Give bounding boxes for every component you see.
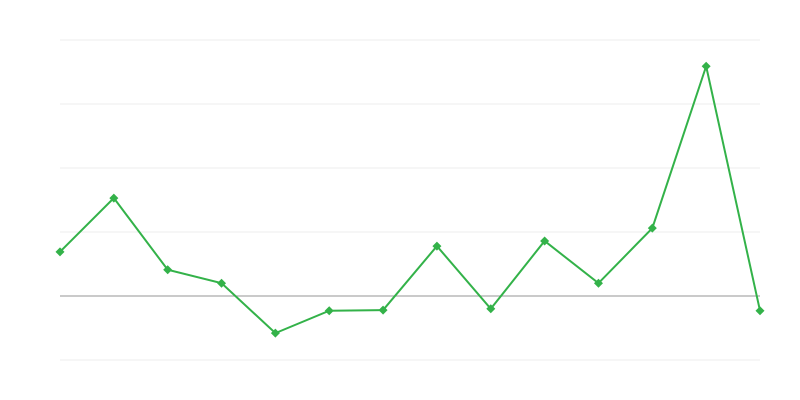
data-point <box>324 306 334 316</box>
data-point <box>270 328 280 338</box>
data-point <box>163 265 173 275</box>
data-point <box>378 305 388 315</box>
data-point <box>540 236 550 246</box>
data-point <box>55 247 65 257</box>
data-point <box>701 61 711 71</box>
data-point <box>109 193 119 203</box>
data-point <box>486 304 496 314</box>
data-point <box>647 223 657 233</box>
data-point <box>755 306 765 316</box>
gridlines <box>60 39 760 361</box>
data-point <box>432 241 442 251</box>
data-point <box>593 278 603 288</box>
series-line-group <box>55 61 765 338</box>
series-line <box>59 62 761 335</box>
data-point <box>217 278 227 288</box>
